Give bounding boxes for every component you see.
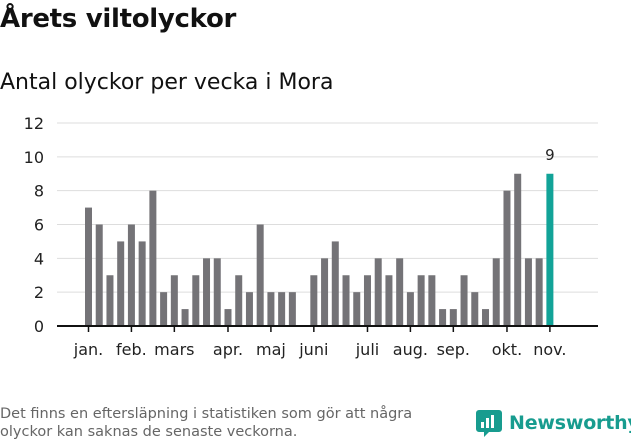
bar [181, 309, 189, 326]
bar [374, 258, 382, 326]
x-tick-label: mars [154, 340, 194, 359]
bar [245, 292, 253, 326]
bar [460, 275, 468, 326]
bar [149, 190, 157, 326]
footnote: Det finns en eftersläpning i statistiken… [0, 406, 413, 440]
bar [235, 275, 243, 326]
x-tick-label: sep. [437, 340, 470, 359]
y-tick-label: 12 [24, 114, 44, 133]
bar [363, 275, 371, 326]
bar [213, 258, 221, 326]
bar [439, 309, 447, 326]
bar [117, 241, 125, 326]
bar [482, 309, 490, 326]
bar [514, 173, 522, 326]
bar [428, 275, 436, 326]
bar [288, 292, 296, 326]
x-tick-label: nov. [533, 340, 566, 359]
bar [449, 309, 457, 326]
newsworthy-logo-icon [476, 410, 502, 437]
chart-subtitle: Antal olyckor per vecka i Mora [0, 70, 334, 95]
x-tick-label: apr. [213, 340, 243, 359]
bar [85, 207, 92, 326]
bar [417, 275, 425, 326]
bar [160, 292, 168, 326]
bar [224, 309, 232, 326]
chart-title: Årets viltolyckor [0, 4, 237, 34]
y-tick-label: 8 [34, 182, 44, 201]
bar [492, 258, 500, 326]
bar [192, 275, 200, 326]
x-tick-label: aug. [393, 340, 428, 359]
bar [406, 292, 414, 326]
x-tick-label: okt. [492, 340, 522, 359]
bar [106, 275, 114, 326]
brand-name: Newsworthy [509, 412, 631, 434]
bar [385, 275, 393, 326]
bar [321, 258, 329, 326]
y-tick-label: 0 [34, 317, 44, 336]
newsworthy-brand[interactable]: Newsworthy [475, 408, 631, 438]
bar [267, 292, 275, 326]
bar [342, 275, 350, 326]
bar [170, 275, 178, 326]
bar [524, 258, 532, 326]
bar [278, 292, 286, 326]
data-label: 9 [545, 146, 555, 164]
y-tick-label: 2 [34, 283, 44, 302]
x-tick-label: juli [355, 340, 379, 359]
y-tick-label: 6 [34, 216, 44, 235]
bar [95, 224, 103, 326]
bar [535, 258, 543, 326]
x-tick-label: maj [256, 340, 286, 359]
bar [331, 241, 339, 326]
highlighted-bar [546, 173, 554, 326]
y-tick-label: 4 [34, 249, 44, 268]
x-tick-label: feb. [116, 340, 147, 359]
bar [353, 292, 361, 326]
bar [396, 258, 404, 326]
x-tick-label: juni [298, 340, 328, 359]
y-tick-label: 10 [24, 148, 44, 167]
bar [127, 224, 135, 326]
bar [203, 258, 211, 326]
bar [503, 190, 511, 326]
bar [471, 292, 479, 326]
bar-chart: 0 2 4 6 8 10 12 jan. feb. mars apr. maj juni juli aug.… [24, 114, 598, 359]
bar [138, 241, 146, 326]
bar [310, 275, 318, 326]
bar [256, 224, 264, 326]
x-tick-label: jan. [73, 340, 103, 359]
